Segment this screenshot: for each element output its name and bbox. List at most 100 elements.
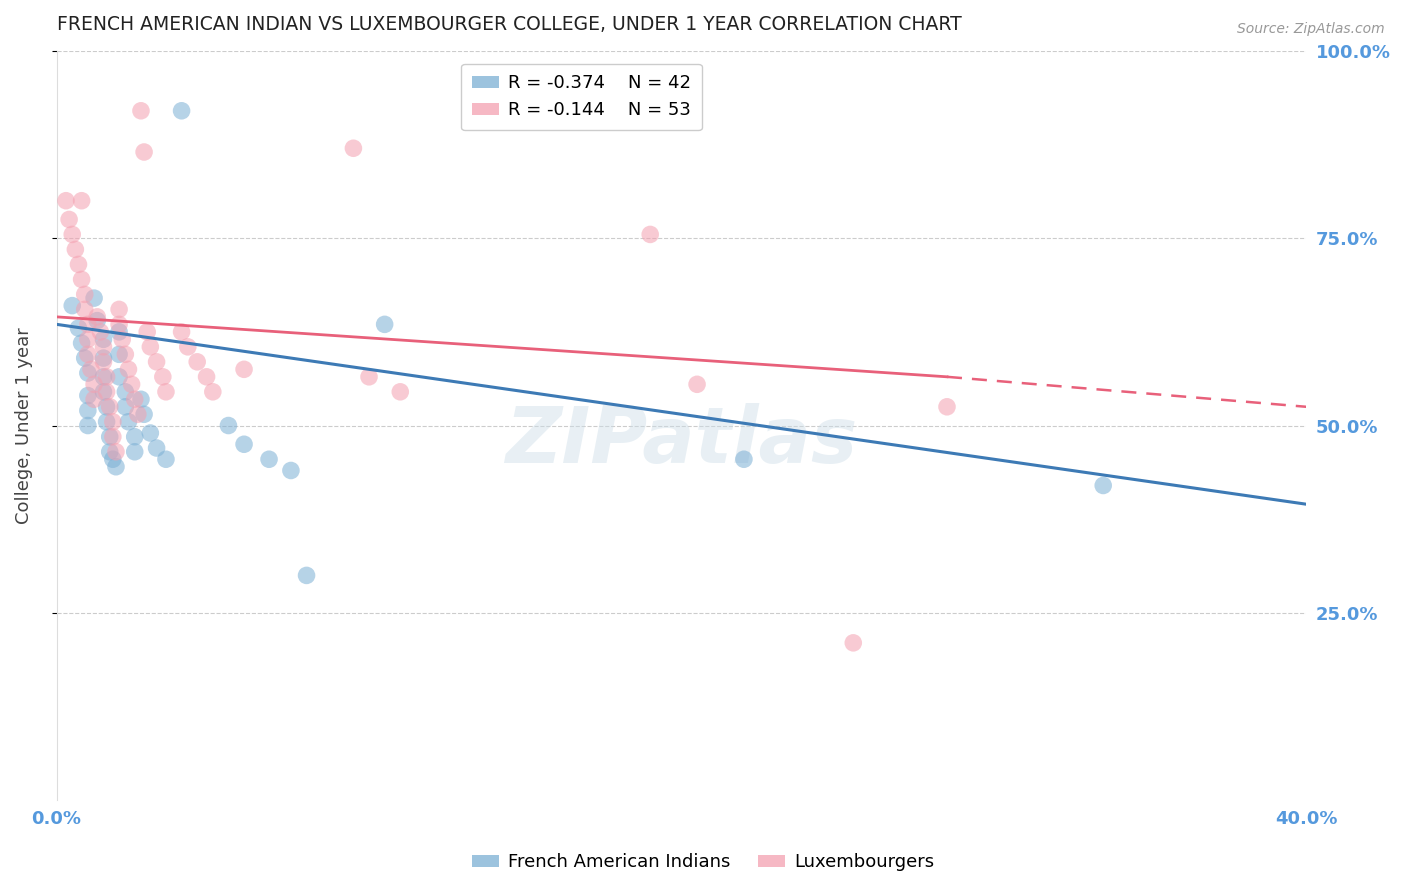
- Point: [295, 568, 318, 582]
- Point: [86, 313, 108, 327]
- Point: [114, 384, 136, 399]
- Point: [67, 257, 90, 271]
- Point: [60, 299, 83, 313]
- Point: [93, 340, 115, 354]
- Text: ZIPatlas: ZIPatlas: [505, 402, 858, 478]
- Point: [155, 384, 177, 399]
- Point: [76, 332, 98, 346]
- Y-axis label: College, Under 1 year: College, Under 1 year: [15, 327, 32, 524]
- Point: [132, 145, 155, 159]
- Point: [638, 227, 661, 242]
- Point: [127, 407, 149, 421]
- Point: [280, 463, 302, 477]
- Point: [124, 392, 146, 407]
- Point: [170, 103, 193, 118]
- Legend: R = -0.374    N = 42, R = -0.144    N = 53: R = -0.374 N = 42, R = -0.144 N = 53: [461, 63, 702, 130]
- Point: [374, 318, 396, 332]
- Point: [152, 369, 174, 384]
- Point: [117, 362, 139, 376]
- Point: [139, 425, 162, 440]
- Point: [73, 351, 96, 365]
- Point: [936, 400, 959, 414]
- Point: [86, 310, 108, 324]
- Point: [217, 418, 239, 433]
- Legend: French American Indians, Luxembourgers: French American Indians, Luxembourgers: [465, 847, 941, 879]
- Point: [96, 369, 118, 384]
- Point: [132, 407, 155, 421]
- Point: [114, 347, 136, 361]
- Point: [76, 318, 98, 332]
- Point: [108, 325, 131, 339]
- Point: [195, 369, 218, 384]
- Point: [114, 400, 136, 414]
- Point: [233, 437, 256, 451]
- Point: [73, 287, 96, 301]
- Point: [73, 302, 96, 317]
- Point: [101, 415, 124, 429]
- Point: [98, 444, 121, 458]
- Point: [104, 444, 127, 458]
- Point: [129, 103, 152, 118]
- Text: Source: ZipAtlas.com: Source: ZipAtlas.com: [1237, 22, 1385, 37]
- Point: [104, 459, 127, 474]
- Point: [96, 415, 118, 429]
- Point: [201, 384, 224, 399]
- Point: [55, 194, 77, 208]
- Point: [233, 362, 256, 376]
- Point: [257, 452, 280, 467]
- Point: [129, 392, 152, 407]
- Point: [70, 336, 93, 351]
- Point: [60, 227, 83, 242]
- Point: [96, 400, 118, 414]
- Point: [117, 415, 139, 429]
- Point: [98, 430, 121, 444]
- Point: [70, 194, 93, 208]
- Point: [89, 325, 111, 339]
- Point: [101, 430, 124, 444]
- Point: [101, 452, 124, 467]
- Point: [93, 384, 115, 399]
- Point: [108, 318, 131, 332]
- Point: [98, 400, 121, 414]
- Point: [80, 362, 103, 376]
- Point: [83, 291, 105, 305]
- Point: [1092, 478, 1115, 492]
- Point: [170, 325, 193, 339]
- Point: [342, 141, 364, 155]
- Point: [76, 403, 98, 417]
- Point: [124, 430, 146, 444]
- Point: [76, 418, 98, 433]
- Point: [145, 355, 167, 369]
- Point: [93, 355, 115, 369]
- Point: [389, 384, 412, 399]
- Point: [177, 340, 200, 354]
- Point: [842, 636, 865, 650]
- Point: [67, 321, 90, 335]
- Point: [83, 377, 105, 392]
- Point: [76, 388, 98, 402]
- Point: [108, 369, 131, 384]
- Point: [686, 377, 709, 392]
- Point: [145, 441, 167, 455]
- Point: [83, 392, 105, 407]
- Point: [58, 212, 80, 227]
- Point: [121, 377, 143, 392]
- Point: [136, 325, 159, 339]
- Point: [96, 384, 118, 399]
- Point: [108, 347, 131, 361]
- Point: [111, 332, 134, 346]
- Point: [93, 369, 115, 384]
- Point: [155, 452, 177, 467]
- Point: [76, 347, 98, 361]
- Point: [93, 351, 115, 365]
- Point: [108, 302, 131, 317]
- Point: [76, 366, 98, 380]
- Point: [733, 452, 755, 467]
- Text: FRENCH AMERICAN INDIAN VS LUXEMBOURGER COLLEGE, UNDER 1 YEAR CORRELATION CHART: FRENCH AMERICAN INDIAN VS LUXEMBOURGER C…: [56, 15, 962, 34]
- Point: [65, 243, 87, 257]
- Point: [357, 369, 380, 384]
- Point: [124, 444, 146, 458]
- Point: [93, 332, 115, 346]
- Point: [186, 355, 208, 369]
- Point: [139, 340, 162, 354]
